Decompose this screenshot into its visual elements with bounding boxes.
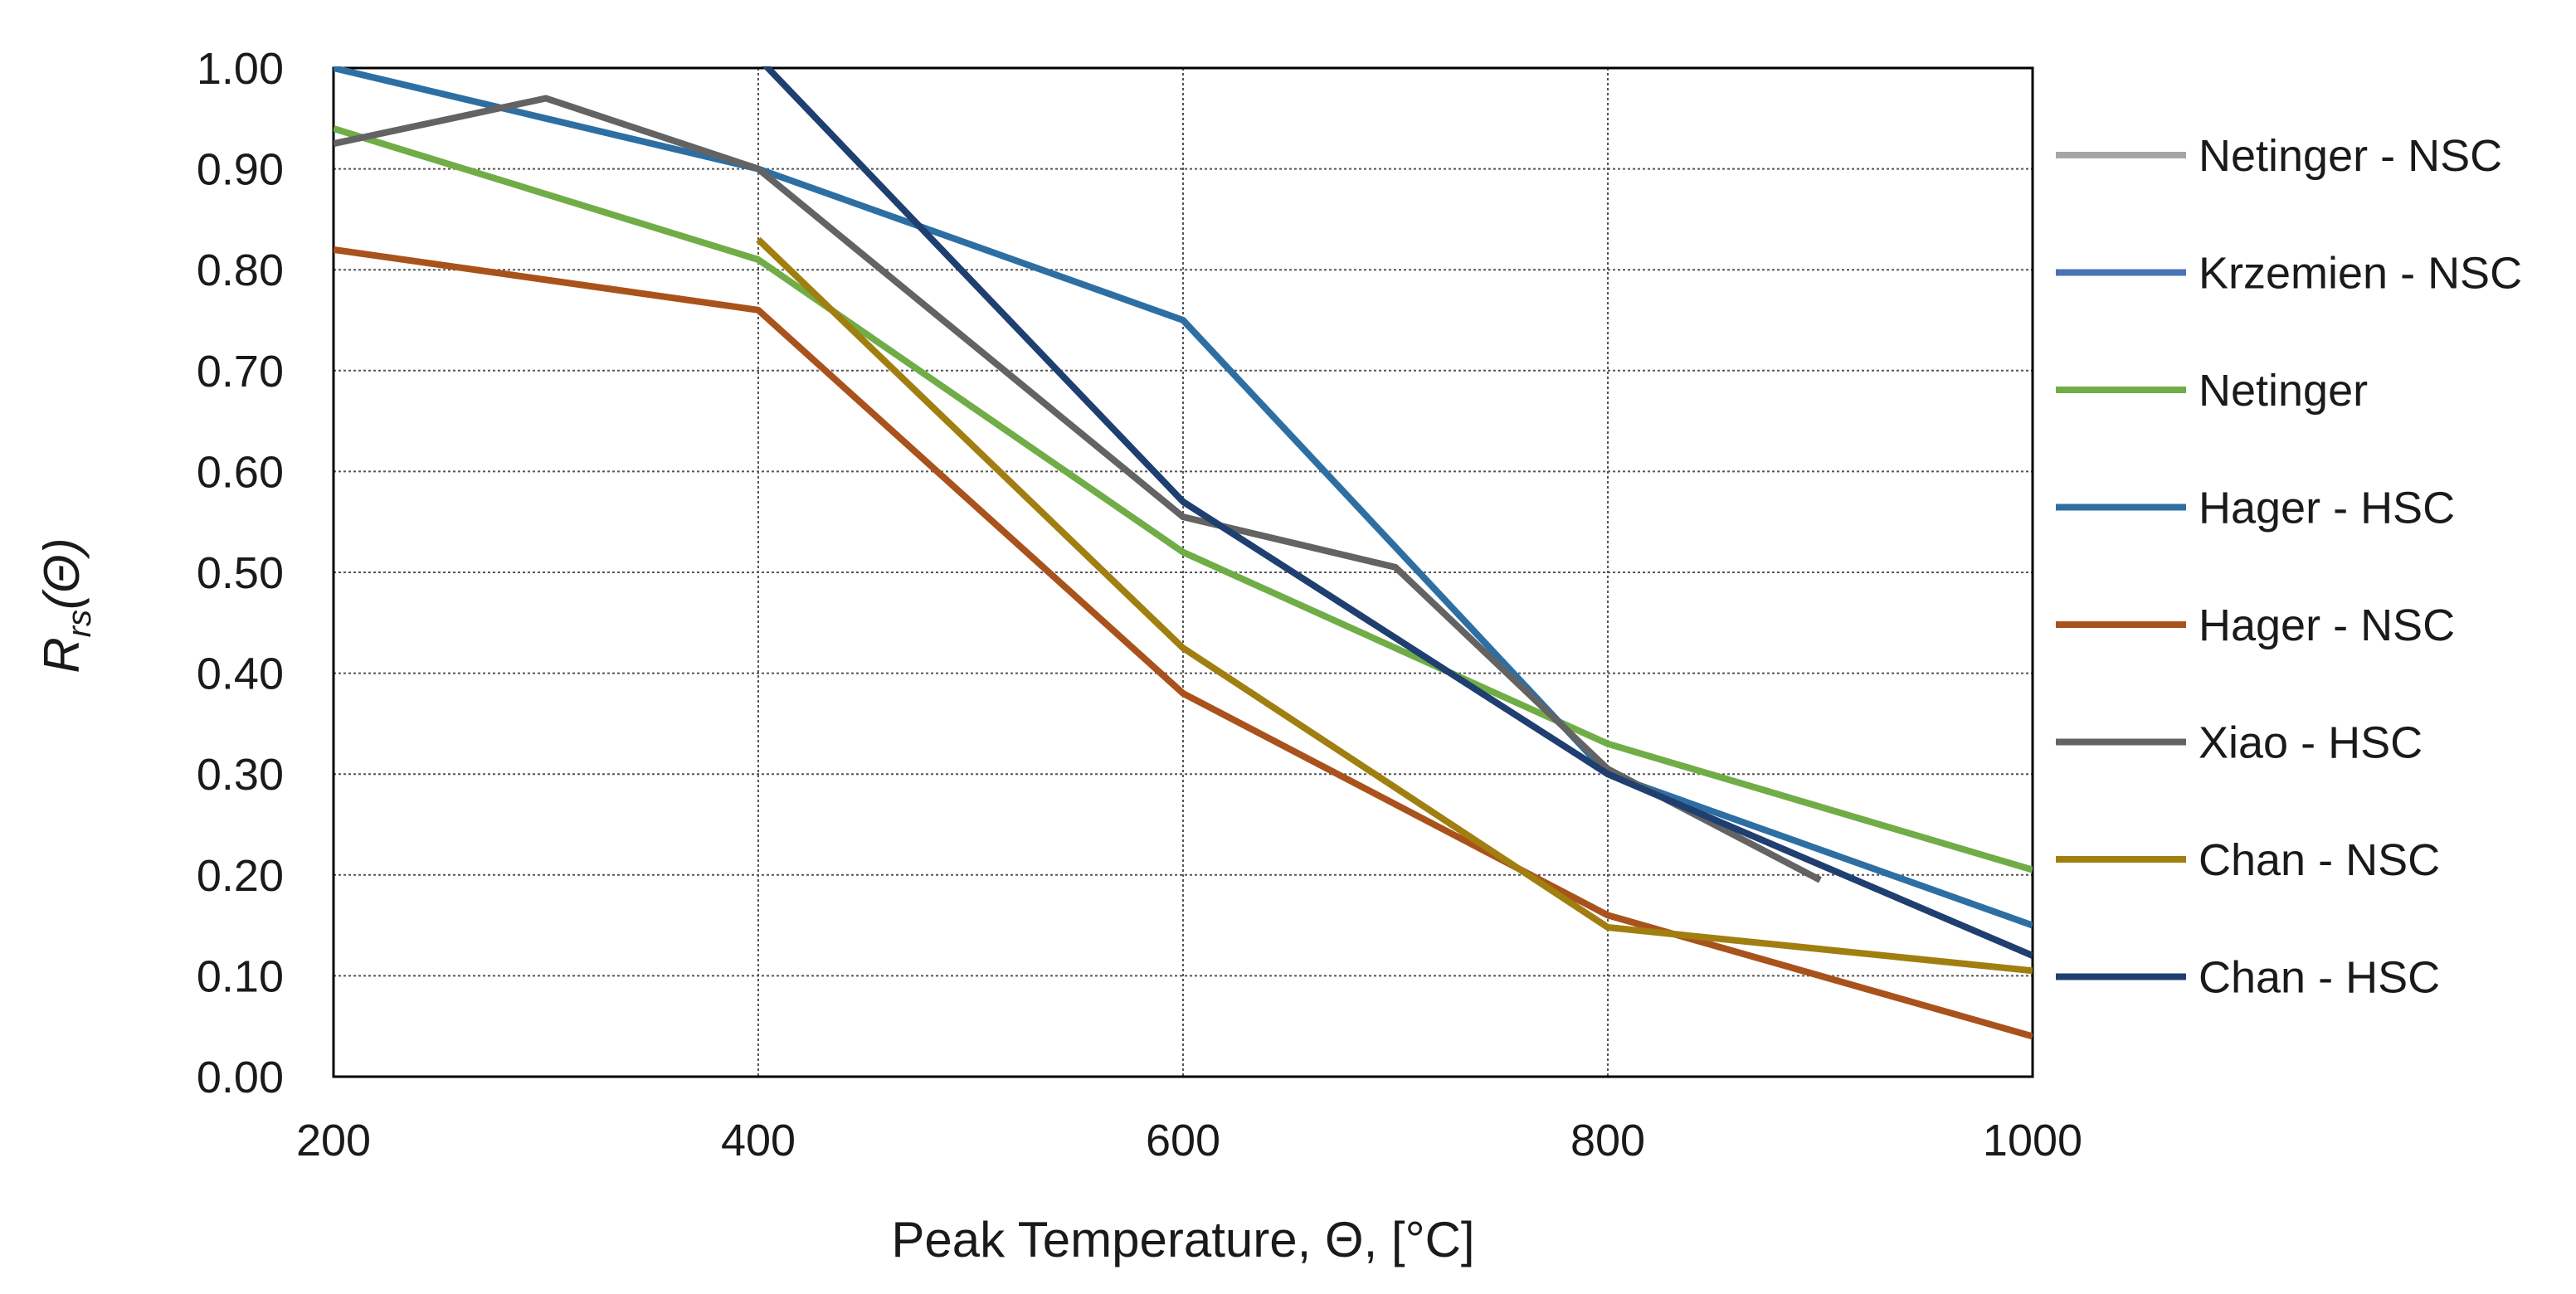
y-tick-label: 0.80 — [197, 246, 284, 295]
series-line-chan-nsc — [756, 236, 2033, 975]
legend-label-netinger-nsc: Netinger - NSC — [2199, 131, 2502, 181]
y-tick-label: 0.10 — [197, 951, 284, 1001]
legend-label-chan-nsc: Chan - NSC — [2199, 835, 2440, 885]
legend-label-hager-hsc: Hager - HSC — [2199, 484, 2455, 533]
legend-label-krzemien-nsc: Krzemien - NSC — [2199, 249, 2522, 299]
legend: Netinger - NSC Krzemien - NSC Netinger Hage… — [2056, 131, 2522, 1003]
y-tick-label: 0.50 — [197, 548, 284, 598]
y-tick-label: 0.70 — [197, 347, 284, 396]
x-axis-tick-labels: 200 400 600 800 1000 — [296, 1116, 2082, 1165]
x-tick-label: 200 — [296, 1116, 371, 1165]
y-tick-label: 0.40 — [197, 649, 284, 699]
series-lines — [334, 66, 2033, 1040]
x-tick-label: 1000 — [1983, 1116, 2082, 1165]
x-axis-label: Peak Temperature, Θ, [°C] — [891, 1212, 1474, 1267]
y-tick-label: 0.30 — [197, 750, 284, 800]
y-tick-label: 0.60 — [197, 447, 284, 497]
legend-label-xiao-hsc: Xiao - HSC — [2199, 718, 2423, 768]
x-tick-label: 400 — [721, 1116, 796, 1165]
series-line-chan-hsc — [762, 66, 2033, 959]
y-axis-tick-labels: 0.00 0.10 0.20 0.30 0.40 0.50 0.60 0.70 0.80 0.90… — [197, 44, 284, 1102]
y-axis-label: Rrs(Θ) — [34, 538, 98, 673]
series-line-netinger — [334, 125, 2033, 873]
y-tick-label: 0.20 — [197, 851, 284, 901]
series-line-hager-hsc — [334, 66, 2033, 929]
x-tick-label: 600 — [1146, 1116, 1220, 1165]
legend-label-netinger: Netinger — [2199, 366, 2368, 416]
y-axis-label-argument: (Θ) — [34, 538, 90, 610]
legend-label-chan-hsc: Chan - HSC — [2199, 953, 2440, 1003]
y-tick-label: 0.90 — [197, 145, 284, 195]
x-tick-label: 800 — [1570, 1116, 1645, 1165]
plot-area-border — [332, 66, 2034, 1078]
series-line-hager-nsc — [334, 246, 2033, 1040]
series-line-xiao-hsc — [334, 95, 1822, 883]
y-axis-label-subscript: rs — [61, 610, 98, 637]
svg-text:Rrs(Θ): Rrs(Θ) — [34, 538, 98, 673]
y-axis-label-main: R — [34, 637, 90, 673]
y-tick-label: 1.00 — [197, 44, 284, 94]
y-tick-label: 0.00 — [197, 1053, 284, 1102]
legend-label-hager-nsc: Hager - NSC — [2199, 601, 2455, 650]
